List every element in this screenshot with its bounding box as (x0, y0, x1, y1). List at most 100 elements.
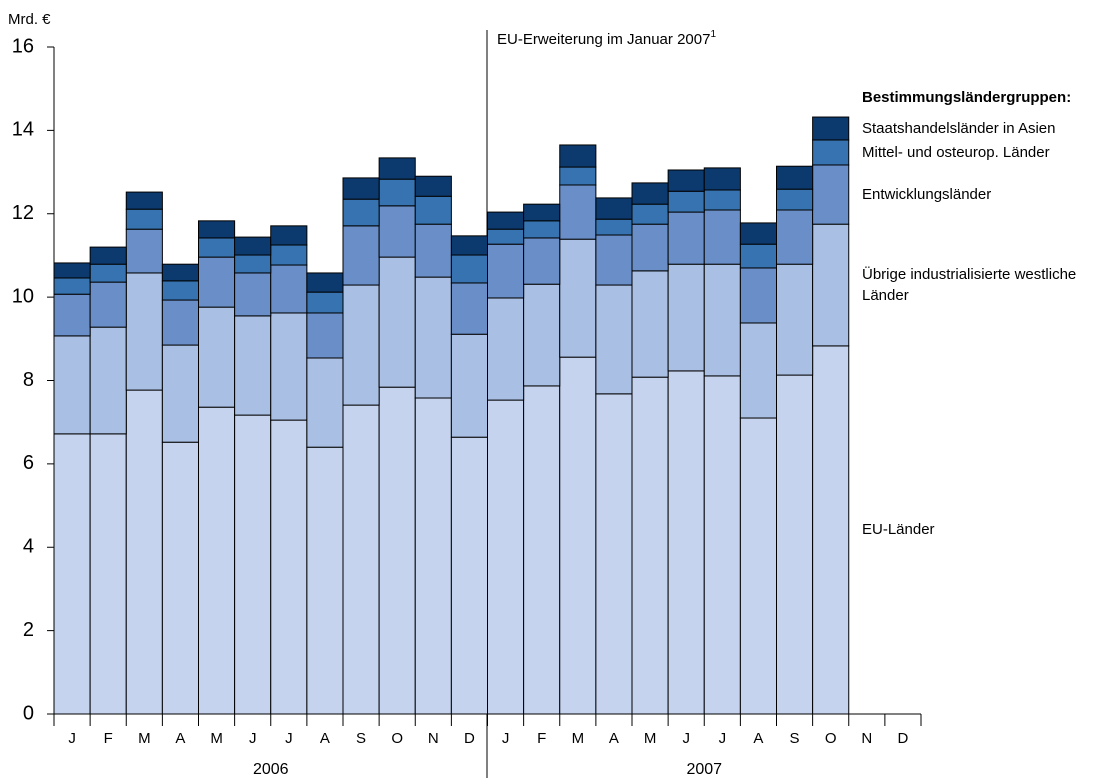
bar-segment (776, 165, 814, 190)
x-tick-label: N (428, 730, 439, 747)
bar-segment (414, 195, 452, 225)
bar-segment (53, 293, 91, 337)
bar-segment (89, 246, 127, 265)
bar-segment (234, 236, 272, 256)
bar-segment (776, 263, 814, 376)
bar-segment (631, 223, 669, 272)
bar-segment (234, 254, 272, 274)
bar-segment (125, 272, 163, 391)
x-tick-label: J (68, 730, 76, 747)
x-tick-label: J (249, 730, 257, 747)
bar-segment (703, 209, 741, 265)
bar-segment (270, 419, 308, 715)
bar-segment (703, 167, 741, 191)
bar-segment (53, 335, 91, 435)
bar-segment (125, 208, 163, 230)
bar-segment (161, 280, 199, 301)
legend-label: Entwicklungsländer (862, 186, 992, 204)
bar-segment (306, 357, 344, 448)
bar-segment (703, 189, 741, 211)
bar-segment (378, 157, 416, 180)
bar-segment (342, 177, 380, 200)
bar-segment (667, 370, 705, 715)
legend-label: Übrige industrialisierte westliche Lände… (862, 266, 1077, 305)
bar-segment (739, 417, 777, 715)
bar-segment (450, 333, 488, 438)
bar-segment (378, 256, 416, 388)
annotation-footnote: 1 (710, 29, 716, 40)
bar-segment (595, 197, 633, 220)
bar-segment (414, 175, 452, 197)
bar-segment (198, 220, 236, 239)
bar-segment (812, 139, 850, 166)
bar-segment (414, 223, 452, 278)
bar-segment (487, 228, 525, 245)
bar-segment (53, 262, 91, 279)
bar-segment (342, 404, 380, 715)
bar-segment (559, 166, 597, 186)
x-tick-label: S (356, 730, 366, 747)
legend-title: Bestimmungsländergruppen: (862, 89, 1072, 106)
bar-segment (595, 284, 633, 395)
x-tick-label: M (644, 730, 657, 747)
group-label: 2006 (253, 761, 289, 778)
x-tick-label: D (898, 730, 909, 747)
x-tick-label: S (790, 730, 800, 747)
bar-segment (812, 164, 850, 225)
bar-segment (234, 315, 272, 416)
bar-segment (53, 433, 91, 715)
bar-segment (523, 385, 561, 715)
bar-segment (667, 211, 705, 265)
x-tick-label: A (320, 730, 330, 747)
bar-segment (487, 211, 525, 230)
bar-segment (125, 389, 163, 715)
bar-segment (595, 218, 633, 236)
bar-segment (739, 222, 777, 245)
bar-segment (631, 376, 669, 715)
bar-segment (306, 291, 344, 314)
bar-segment (161, 441, 199, 715)
bar-segment (776, 188, 814, 211)
x-tick-label: D (464, 730, 475, 747)
bar-segment (667, 169, 705, 192)
bar-segment (776, 209, 814, 265)
x-tick-label: O (825, 730, 837, 747)
legend-label: EU-Länder (862, 521, 935, 539)
bar-segment (234, 272, 272, 317)
bar-segment (53, 277, 91, 295)
bar-segment (342, 284, 380, 406)
bar-segment (667, 263, 705, 372)
bar-segment (523, 237, 561, 285)
x-tick-label: J (502, 730, 510, 747)
bar-segment (125, 228, 163, 274)
bar-segment (487, 399, 525, 715)
bar-segment (523, 283, 561, 387)
x-tick-label: A (609, 730, 619, 747)
bar-segment (198, 256, 236, 308)
bar-segment (450, 282, 488, 335)
bar-segment (125, 191, 163, 210)
bar-segment (812, 223, 850, 347)
bar-segment (306, 446, 344, 715)
group-label: 2007 (686, 761, 722, 778)
x-tick-label: J (719, 730, 727, 747)
bar-segment (89, 263, 127, 283)
legend-label: Mittel- und osteurop. Länder (862, 143, 1050, 161)
y-tick-label: 10 (12, 285, 34, 307)
bar-segment (270, 264, 308, 314)
x-tick-label: O (391, 730, 403, 747)
bar-segment (450, 254, 488, 284)
x-tick-label: F (537, 730, 546, 747)
y-tick-label: 0 (23, 702, 34, 724)
bar-segment (161, 299, 199, 346)
x-tick-label: A (753, 730, 763, 747)
bar-segment (414, 397, 452, 715)
y-tick-label: 2 (23, 619, 34, 641)
bar-segment (342, 198, 380, 227)
bar-segment (812, 116, 850, 141)
bar-segment (270, 244, 308, 266)
bar-segment (270, 312, 308, 421)
bar-segment (89, 433, 127, 715)
